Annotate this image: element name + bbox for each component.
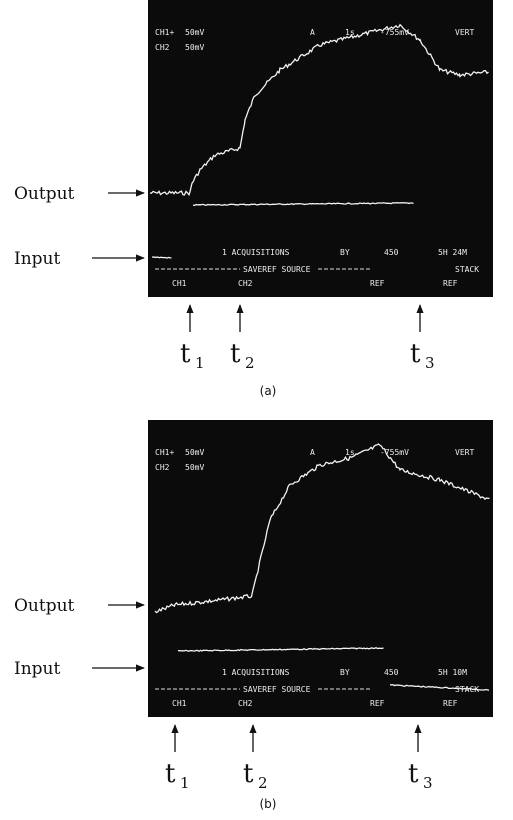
time-marker: t <box>243 759 254 789</box>
trace <box>149 23 489 197</box>
output-label: Output <box>14 184 75 204</box>
channel-2-scale: 50mV <box>185 463 204 472</box>
trace <box>192 202 414 207</box>
softkey: REF <box>443 279 458 288</box>
acquisitions: 1 ACQUISITIONS <box>222 248 290 257</box>
channel-2: CH2 <box>155 463 170 472</box>
time-marker-subscript: 2 <box>245 354 255 372</box>
input-label: Input <box>14 659 60 679</box>
trigger-level: -755mV <box>380 28 409 37</box>
trace <box>151 256 172 259</box>
acquired-by: BY <box>340 668 350 677</box>
channel-1-scale: 50mV <box>185 28 204 37</box>
mode: VERT <box>455 448 474 457</box>
softkey: REF <box>370 279 385 288</box>
acquisitions: 1 ACQUISITIONS <box>222 668 290 677</box>
scope-screen <box>148 0 493 297</box>
channel-1: CH1+ <box>155 28 174 37</box>
timestamp: 5H 24M <box>438 248 467 257</box>
time-marker-subscript: 3 <box>425 354 435 372</box>
softkey: REF <box>370 699 385 708</box>
time-marker: t <box>165 759 176 789</box>
softkey: REF <box>443 699 458 708</box>
channel-2: CH2 <box>155 43 170 52</box>
time-marker-subscript: 2 <box>258 774 268 792</box>
caption: (b) <box>260 797 277 811</box>
time-marker-subscript: 1 <box>180 774 190 792</box>
input-label: Input <box>14 249 60 269</box>
time-marker: t <box>408 759 419 789</box>
trigger: A <box>310 28 315 37</box>
time-marker: t <box>180 339 191 369</box>
channel-1-scale: 50mV <box>185 448 204 457</box>
trace <box>177 646 384 653</box>
acquired-by: BY <box>340 248 350 257</box>
channel-1: CH1+ <box>155 448 174 457</box>
trace <box>389 684 490 692</box>
softkey: CH2 <box>238 699 253 708</box>
output-label: Output <box>14 596 75 616</box>
stack: STACK <box>455 265 479 274</box>
caption: (a) <box>260 384 277 398</box>
timebase: 1s <box>345 448 355 457</box>
panel: CH1+ 50mV CH2 50mV A 1s -755mV VERT 1 ACQUISITIO… <box>14 420 493 811</box>
time-marker-subscript: 3 <box>423 774 433 792</box>
softkey: CH1 <box>172 699 187 708</box>
softkey: CH1 <box>172 279 187 288</box>
trigger: A <box>310 448 315 457</box>
timebase: 1s <box>345 28 355 37</box>
saveref-source: SAVEREF SOURCE <box>243 265 311 274</box>
softkey: CH2 <box>238 279 253 288</box>
panel: CH1+ 50mV CH2 50mV A 1s -755mV VERT 1 ACQUISITIO… <box>14 0 493 398</box>
count: 450 <box>384 248 399 257</box>
channel-2-scale: 50mV <box>185 43 204 52</box>
trigger-level: -755mV <box>380 448 409 457</box>
count: 450 <box>384 668 399 677</box>
trace <box>154 443 490 614</box>
time-marker: t <box>410 339 421 369</box>
time-marker: t <box>230 339 241 369</box>
saveref-source: SAVEREF SOURCE <box>243 685 311 694</box>
mode: VERT <box>455 28 474 37</box>
time-marker-subscript: 1 <box>195 354 205 372</box>
timestamp: 5H 10M <box>438 668 467 677</box>
scope-screen <box>148 420 493 717</box>
